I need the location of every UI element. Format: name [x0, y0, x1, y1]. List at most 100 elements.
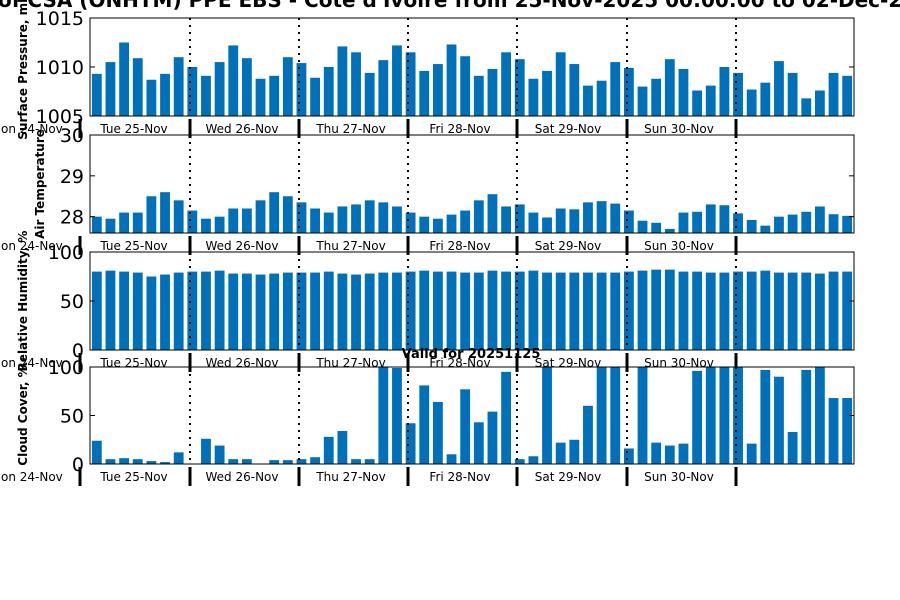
figure-title: of CSA (ONHTM) PPE EBS - Cote d'Ivoire f…	[0, 0, 900, 12]
cloud-cover-bar	[733, 367, 743, 464]
surface-pressure-bar	[664, 59, 675, 116]
air-temperature-bar	[446, 214, 457, 233]
surface-pressure-bar	[583, 85, 593, 116]
air-temperature-bar	[392, 206, 402, 233]
relative-humidity-bar	[214, 270, 225, 350]
relative-humidity-bar	[733, 271, 743, 350]
surface-pressure-day-label: Tue 25-Nov	[99, 122, 167, 136]
surface-pressure-bar	[323, 67, 334, 116]
cloud-cover-bar	[501, 371, 512, 464]
air-temperature-bar	[814, 206, 825, 233]
air-temperature-bar	[569, 209, 580, 233]
air-temperature-bar	[842, 215, 853, 233]
cloud-cover-bar	[446, 454, 457, 464]
surface-pressure-bar	[487, 68, 498, 116]
relative-humidity-bar	[705, 272, 716, 350]
relative-humidity-bar	[774, 272, 784, 350]
air-temperature-bar	[337, 206, 348, 233]
cloud-cover-bar	[228, 459, 239, 464]
cloud-cover-bar	[160, 462, 170, 464]
surface-pressure-day-label: Wed 26-Nov	[206, 122, 279, 136]
cloud-cover-day-label: Fri 28-Nov	[429, 470, 490, 484]
surface-pressure-bar	[514, 59, 525, 116]
cloud-cover-bar	[555, 442, 566, 464]
air-temperature-bar	[160, 192, 170, 233]
relative-humidity-bar	[105, 270, 116, 350]
relative-humidity-bar	[487, 270, 498, 350]
relative-humidity-day-label: Wed 26-Nov	[206, 356, 279, 370]
surface-pressure-bar	[173, 57, 184, 116]
cloud-cover-bar	[842, 398, 853, 464]
surface-pressure-bar	[692, 90, 703, 116]
cloud-cover-bar	[828, 398, 839, 464]
surface-pressure-bar	[828, 72, 839, 116]
air-temperature-bar	[460, 210, 471, 233]
air-temperature-bar	[610, 203, 621, 233]
cloud-cover-bar	[337, 431, 348, 464]
air-temperature-bar	[132, 212, 143, 233]
cloud-cover-bar	[105, 459, 116, 464]
air-temperature-panel: 28 29 30 Air Temperature Tue 25-Nov Wed 26-No…	[1, 125, 855, 255]
surface-pressure-ytick-label: 1010	[36, 57, 84, 79]
air-temperature-bar	[201, 218, 211, 233]
surface-pressure-bar	[296, 63, 307, 116]
cloud-cover-bar	[405, 423, 416, 464]
cloud-cover-bar	[542, 367, 552, 464]
relative-humidity-bar	[610, 272, 621, 350]
air-temperature-bar	[173, 200, 184, 233]
air-temperature-bar	[637, 220, 648, 233]
surface-pressure-bar	[119, 42, 130, 116]
air-temperature-bar	[733, 213, 743, 233]
cloud-cover-day-label: Sun 30-Nov	[644, 470, 714, 484]
cloud-cover-bar	[719, 367, 730, 464]
relative-humidity-bar	[337, 273, 348, 350]
cloud-cover-bar	[432, 401, 443, 464]
air-temperature-bar	[596, 201, 607, 233]
relative-humidity-bar	[787, 272, 798, 350]
air-temperature-bar	[241, 208, 252, 233]
surface-pressure-bar	[269, 75, 280, 116]
air-temperature-ylabel: Air Temperature	[33, 129, 47, 239]
cloud-cover-bar	[323, 436, 334, 464]
cloud-cover-bar	[514, 459, 525, 464]
relative-humidity-bar	[828, 271, 839, 350]
cloud-cover-bar	[146, 461, 157, 464]
cloud-cover-start-label: on 24-Nov	[1, 470, 63, 484]
cloud-cover-bar	[705, 367, 716, 464]
relative-humidity-bar	[583, 272, 593, 350]
cloud-cover-bar	[378, 367, 389, 464]
relative-humidity-bar	[419, 270, 430, 350]
relative-humidity-bar	[241, 273, 252, 350]
surface-pressure-bar	[760, 82, 771, 116]
relative-humidity-bar	[187, 271, 198, 350]
surface-pressure-bar	[814, 90, 825, 116]
air-temperature-start-label: on 24-Nov	[1, 239, 63, 253]
air-temperature-bar	[119, 212, 130, 233]
relative-humidity-bar	[432, 271, 443, 350]
relative-humidity-bar	[814, 273, 825, 350]
surface-pressure-bar	[419, 70, 430, 116]
cloud-cover-ytick-label: 50	[60, 406, 84, 428]
surface-pressure-bar	[91, 73, 102, 116]
cloud-cover-day-label: Wed 26-Nov	[206, 470, 279, 484]
relative-humidity-ylabel: Relative Humidity, %	[16, 231, 30, 372]
cloud-cover-bar	[637, 367, 648, 464]
relative-humidity-bar	[651, 269, 662, 350]
cloud-cover-bar	[296, 459, 307, 464]
surface-pressure-bar	[842, 75, 853, 116]
surface-pressure-bar	[705, 85, 716, 116]
relative-humidity-bar	[405, 271, 416, 350]
cloud-cover-bar	[583, 405, 593, 464]
relative-humidity-bar	[692, 271, 703, 350]
surface-pressure-bar	[310, 77, 321, 116]
cloud-cover-bar	[173, 452, 184, 464]
cloud-cover-bar	[419, 385, 430, 464]
surface-pressure-bar	[228, 45, 239, 116]
cloud-cover-panel: 0 50 100 Cloud Cover, % Tue 25-Nov Wed 26-Nov…	[1, 357, 855, 486]
surface-pressure-bar	[160, 73, 170, 116]
air-temperature-bar	[296, 202, 307, 233]
relative-humidity-bar	[555, 272, 566, 350]
air-temperature-bar	[91, 216, 102, 233]
air-temperature-bar	[555, 208, 566, 233]
relative-humidity-bar	[364, 273, 375, 350]
